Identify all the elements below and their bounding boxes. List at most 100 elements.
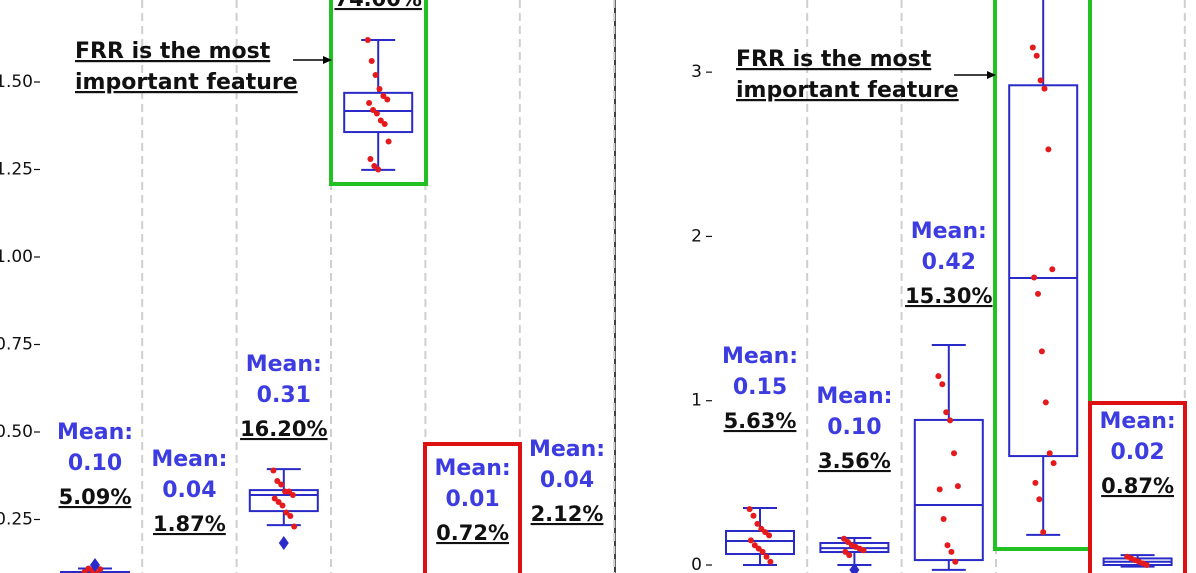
mean-prefix: Mean: <box>529 437 605 462</box>
data-point <box>373 110 380 117</box>
y-tick-label: 0 <box>691 555 702 573</box>
data-point <box>759 548 766 555</box>
data-point <box>750 512 757 519</box>
y-tick-label: 3 <box>691 62 702 82</box>
flier <box>849 562 860 573</box>
data-point <box>370 107 376 113</box>
percent-label: 2.12% <box>531 502 604 526</box>
y-tick-label: 0.25 <box>0 510 33 530</box>
y-tick-label: 2 <box>691 226 702 246</box>
data-point <box>275 499 282 505</box>
highlight-frame <box>423 442 522 573</box>
data-point <box>767 558 774 565</box>
data-point <box>747 537 754 544</box>
data-point <box>948 548 955 555</box>
mean-value: 0.10 <box>68 451 122 476</box>
data-point <box>951 450 957 457</box>
data-point <box>954 483 961 490</box>
mean-prefix: Mean: <box>57 420 133 445</box>
data-point <box>1040 529 1047 536</box>
data-point <box>274 478 281 484</box>
data-point <box>1032 479 1039 486</box>
annotation: important feature <box>75 70 298 95</box>
arrow-head <box>323 56 332 64</box>
data-point <box>271 495 278 502</box>
mean-prefix: Mean: <box>722 344 798 369</box>
percent-label: 0.87% <box>1101 474 1174 498</box>
annotation: important feature <box>736 78 959 103</box>
mean-prefix: Mean: <box>1100 409 1176 434</box>
mean-value: 0.10 <box>827 415 881 440</box>
data-point <box>381 121 388 127</box>
data-point <box>1143 562 1150 568</box>
data-point <box>367 156 374 162</box>
data-point <box>366 100 373 106</box>
highlight-frame <box>329 0 428 186</box>
data-point <box>1045 146 1052 153</box>
data-point <box>1029 44 1036 51</box>
annotation: FRR is the most <box>736 47 932 72</box>
data-point <box>1036 496 1043 503</box>
data-point <box>940 516 947 522</box>
data-point <box>371 163 378 169</box>
data-point <box>763 553 770 560</box>
data-point <box>376 86 383 92</box>
data-point <box>97 566 104 573</box>
data-point <box>766 532 773 539</box>
y-tick-label: 1 <box>691 391 702 411</box>
box <box>1008 84 1079 458</box>
data-point <box>1049 266 1056 273</box>
percent-label: 74.00% <box>334 0 421 11</box>
data-point <box>947 417 954 424</box>
percent-label: 15.30% <box>905 284 992 308</box>
mean-value: 0.04 <box>162 478 216 503</box>
mean-prefix: Mean: <box>816 384 892 409</box>
y-tick-label: 0.75 <box>0 335 33 355</box>
percent-label: 5.09% <box>59 485 132 509</box>
data-point <box>943 409 950 416</box>
data-point <box>384 96 391 103</box>
data-point <box>375 166 382 173</box>
box <box>343 91 414 134</box>
data-point <box>1046 450 1053 457</box>
data-point <box>270 467 277 474</box>
data-point <box>291 523 298 530</box>
box <box>913 418 984 562</box>
percent-label: 3.56% <box>818 449 891 473</box>
percent-label: 1.87% <box>153 512 226 536</box>
data-point <box>846 552 853 559</box>
flier <box>278 535 289 550</box>
data-point <box>944 542 951 549</box>
flier <box>90 558 100 572</box>
data-point <box>289 492 296 498</box>
data-point <box>1037 77 1044 84</box>
data-point <box>1041 85 1048 92</box>
data-point <box>283 509 290 516</box>
mean-value: 0.31 <box>257 383 311 408</box>
data-point <box>1035 290 1041 297</box>
data-point <box>935 373 942 380</box>
data-point <box>368 58 375 64</box>
mean-value: 0.15 <box>733 375 787 400</box>
arrow-head <box>987 71 996 79</box>
mean-value: 0.02 <box>1110 440 1164 465</box>
data-point <box>287 513 294 519</box>
highlight-frame <box>1088 401 1187 573</box>
y-tick-label: 0.50 <box>0 422 33 442</box>
data-point <box>746 506 753 513</box>
highlight-frame <box>993 0 1092 551</box>
percent-label: 16.20% <box>240 417 327 441</box>
data-point <box>936 486 943 493</box>
mean-prefix: Mean: <box>911 219 987 244</box>
data-point <box>1038 348 1045 355</box>
data-point <box>860 547 867 554</box>
data-point <box>1042 399 1049 406</box>
y-tick-label: 1.25 <box>0 160 33 180</box>
data-point <box>278 481 285 488</box>
y-tick-label: 1.00 <box>0 247 33 267</box>
mean-value: 0.42 <box>922 250 976 275</box>
mean-prefix: Mean: <box>435 456 511 481</box>
data-point <box>754 520 761 527</box>
data-point <box>377 117 384 124</box>
